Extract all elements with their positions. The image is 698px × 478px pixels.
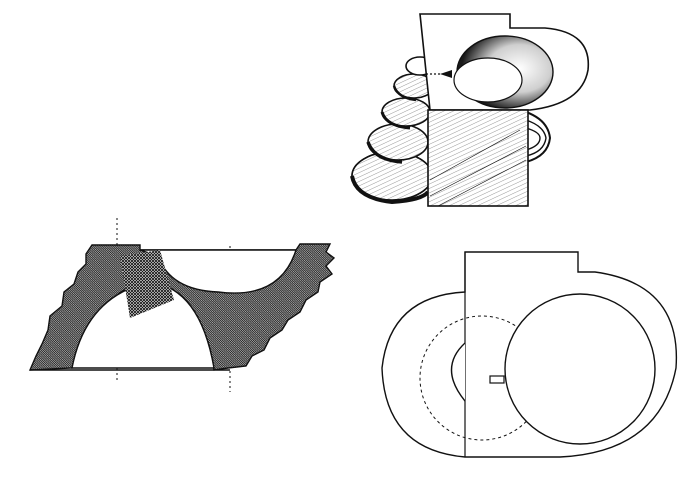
ring-stack-right xyxy=(525,111,552,163)
plan-recess xyxy=(450,342,466,402)
plan-view xyxy=(381,251,678,458)
perspective-view xyxy=(350,13,590,207)
section-view xyxy=(28,218,336,392)
section-bowl xyxy=(139,249,297,294)
front-block-face xyxy=(427,109,529,207)
plan-large-circle xyxy=(504,293,656,445)
upper-block xyxy=(419,13,590,111)
stacked-moldings xyxy=(350,56,435,205)
plan-spout xyxy=(489,375,505,384)
